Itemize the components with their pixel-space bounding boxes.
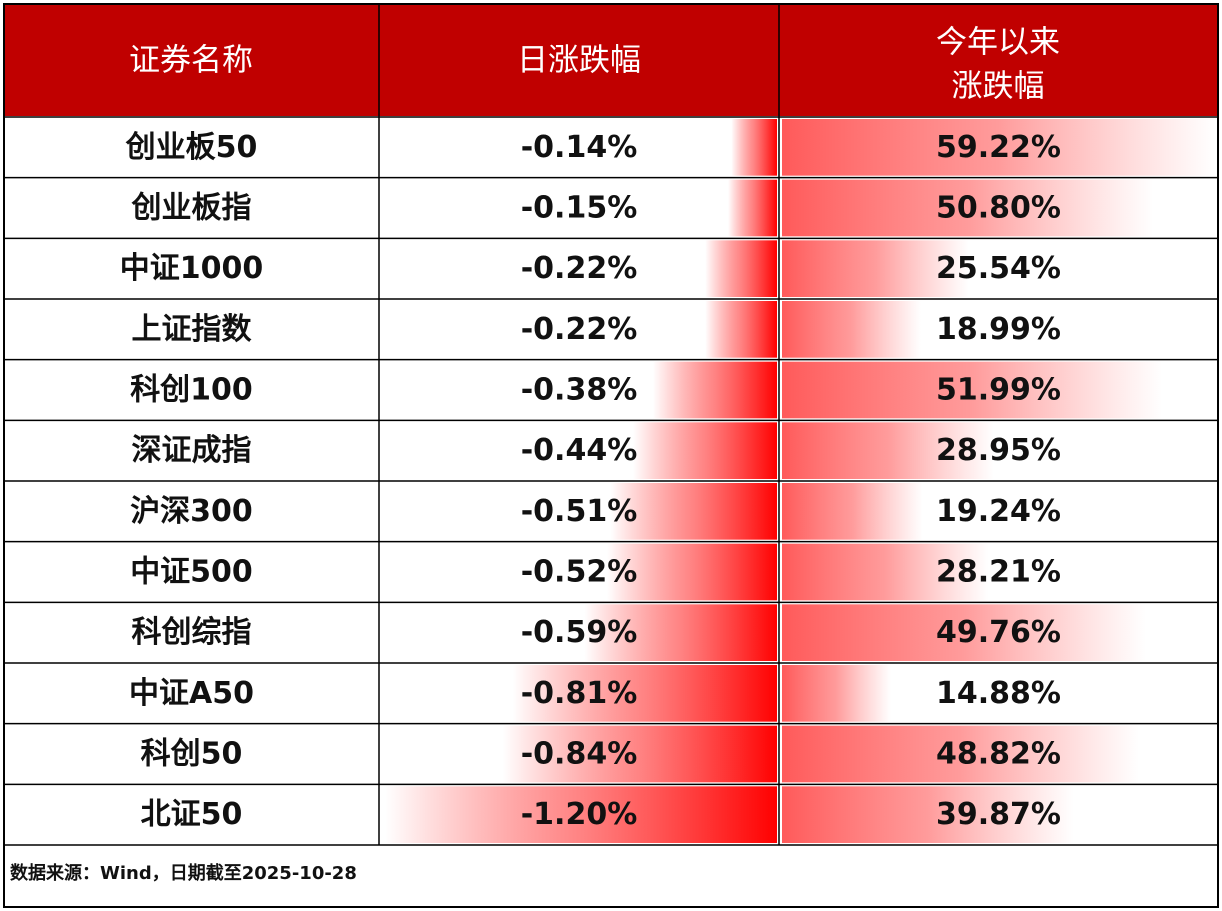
data-bar bbox=[633, 422, 777, 479]
ytd-cell: 18.99% bbox=[936, 312, 1061, 347]
daily-cell: -0.52% bbox=[521, 555, 638, 590]
footer-source: 数据来源：Wind，日期截至2025-10-28 bbox=[10, 862, 357, 884]
data-bar bbox=[728, 179, 777, 237]
data-bar bbox=[782, 543, 989, 601]
name-cell: 科创50 bbox=[141, 737, 243, 772]
daily-cell: -0.81% bbox=[521, 676, 638, 711]
name-cell: 中证500 bbox=[130, 555, 253, 590]
daily-cell: -0.44% bbox=[521, 433, 638, 468]
data-bar bbox=[782, 179, 1154, 237]
daily-cell: -0.15% bbox=[521, 191, 638, 226]
table-body: 创业板50 -0.14% 59.22% 创业板指 -0.15% 50.80% 中证1000 -… bbox=[120, 119, 1215, 843]
name-cell: 沪深300 bbox=[130, 494, 253, 529]
data-bar bbox=[782, 786, 1074, 843]
daily-cell: -0.22% bbox=[521, 312, 638, 347]
name-cell: 上证指数 bbox=[132, 312, 253, 347]
data-bar bbox=[610, 483, 777, 540]
ytd-cell: 51.99% bbox=[936, 373, 1061, 408]
grid bbox=[3, 3, 1219, 908]
ytd-cell: 50.80% bbox=[936, 191, 1061, 226]
ytd-cell: 39.87% bbox=[936, 797, 1061, 832]
ytd-cell: 48.82% bbox=[936, 737, 1061, 772]
name-cell: 中证1000 bbox=[120, 251, 264, 286]
data-bar bbox=[782, 119, 1215, 176]
table-border bbox=[3, 3, 1219, 908]
daily-cell: -0.14% bbox=[521, 130, 638, 165]
header-cell: 证券名称 bbox=[129, 43, 253, 79]
ytd-cell: 14.88% bbox=[936, 676, 1061, 711]
daily-cell: -0.38% bbox=[521, 373, 638, 408]
name-cell: 北证50 bbox=[141, 797, 243, 832]
ytd-cell: 49.76% bbox=[936, 615, 1061, 650]
daily-cell: -0.22% bbox=[521, 251, 638, 286]
data-bar bbox=[782, 725, 1139, 783]
daily-cell: -0.51% bbox=[521, 494, 638, 529]
data-bar bbox=[782, 604, 1146, 661]
name-cell: 科创100 bbox=[130, 373, 253, 408]
name-cell: 创业板50 bbox=[125, 130, 258, 165]
data-bar bbox=[607, 543, 777, 601]
ytd-cell: 59.22% bbox=[936, 130, 1061, 165]
data-bar bbox=[705, 240, 777, 297]
daily-cell: -0.59% bbox=[521, 615, 638, 650]
name-cell: 创业板指 bbox=[131, 191, 252, 226]
data-bar bbox=[782, 665, 891, 722]
data-bar bbox=[584, 604, 777, 661]
data-bar bbox=[385, 786, 777, 843]
ytd-cell: 19.24% bbox=[936, 494, 1061, 529]
header-cell: 涨跌幅 bbox=[952, 69, 1045, 105]
name-cell: 科创综指 bbox=[132, 615, 252, 650]
data-bar bbox=[782, 240, 969, 297]
daily-cell: -1.20% bbox=[521, 797, 638, 832]
ytd-cell: 28.95% bbox=[936, 433, 1061, 468]
data-bar bbox=[782, 422, 994, 479]
data-bar bbox=[782, 301, 921, 358]
ytd-cell: 28.21% bbox=[936, 555, 1061, 590]
data-bar bbox=[782, 483, 923, 540]
data-bar bbox=[731, 119, 777, 176]
header-background bbox=[4, 4, 1218, 116]
name-cell: 深证成指 bbox=[132, 433, 252, 468]
name-cell: 中证A50 bbox=[129, 676, 254, 711]
data-bar bbox=[502, 725, 777, 783]
ytd-cell: 25.54% bbox=[936, 251, 1061, 286]
header-cell: 今年以来 bbox=[936, 25, 1060, 61]
data-bar bbox=[512, 665, 777, 722]
data-bar bbox=[782, 361, 1163, 419]
header-cell: 日涨跌幅 bbox=[517, 43, 641, 79]
data-bar bbox=[652, 361, 777, 419]
daily-cell: -0.84% bbox=[521, 737, 638, 772]
data-bar bbox=[705, 301, 777, 358]
